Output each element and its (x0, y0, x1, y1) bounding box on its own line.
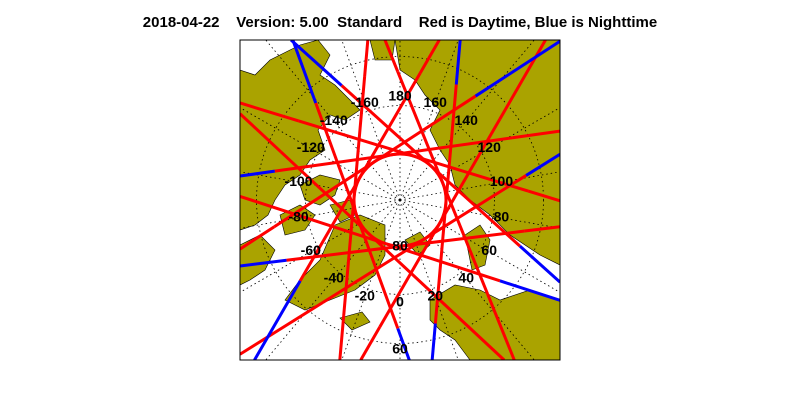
track-end (525, 152, 560, 177)
meridian-line (399, 107, 560, 201)
meridian-line (341, 199, 401, 360)
russia (394, 40, 560, 266)
longitude-label: -80 (288, 209, 308, 225)
meridian-line (399, 199, 560, 229)
meridian-line (399, 199, 459, 360)
graticule-labels: 0 20 40 60 80 100 120 140 160 180 -160-140 -120 -100… (285, 88, 514, 357)
longitude-label: 40 (458, 270, 474, 286)
plot-title: 2018-04-22 Version: 5.00 Standard Red is… (0, 14, 800, 31)
mode-label: Standard (337, 14, 403, 31)
longitude-label: 140 (455, 112, 479, 128)
meridian-line (399, 199, 560, 293)
track-end (240, 101, 300, 123)
meridian-line (240, 107, 401, 201)
longitude-label: -40 (324, 270, 344, 286)
meridian-line (265, 40, 401, 201)
longitude-label: 0 (396, 294, 404, 310)
track-end (363, 40, 370, 77)
date-label: 2018-04-22 (142, 14, 220, 31)
map-frame (239, 39, 561, 361)
track-end (253, 280, 302, 360)
latitude-label: 80 (392, 238, 408, 254)
longitude-label: 160 (424, 94, 448, 110)
track-end (240, 169, 275, 178)
track-end (524, 225, 560, 233)
latitude-label: 60 (392, 341, 408, 357)
track-end (240, 301, 324, 356)
meridian-line (399, 199, 535, 360)
track-end (290, 40, 343, 87)
meridian-line (265, 199, 401, 360)
track-end (499, 279, 560, 302)
version-label: Version: 5.00 (236, 14, 329, 31)
track-end (498, 40, 547, 120)
track-end (512, 129, 560, 140)
longitude-label: -160 (351, 94, 379, 110)
latitude-circle (256, 56, 544, 344)
meridian-line (341, 40, 401, 201)
track-end (240, 112, 282, 153)
longitude-label: 120 (478, 139, 502, 155)
longitude-label: -100 (285, 173, 313, 189)
track-end (240, 225, 276, 251)
longitude-label: 60 (481, 242, 497, 258)
scandinavia (429, 284, 560, 360)
meridian-line (399, 40, 459, 201)
iceland (339, 311, 371, 331)
satellite-tracks (240, 40, 560, 360)
latitude-circle (305, 105, 495, 295)
longitude-label: -60 (301, 242, 321, 258)
track-end (396, 327, 411, 360)
meridian-line (240, 171, 401, 201)
longitude-label: 20 (427, 287, 443, 303)
longitude-label: 100 (490, 173, 514, 189)
meridian-line (399, 40, 535, 201)
track-end (338, 315, 346, 360)
track-end (240, 194, 273, 209)
legend-text: Red is Daytime, Blue is Nighttime (418, 14, 658, 31)
longitude-label: -120 (297, 139, 325, 155)
track-end (418, 40, 441, 74)
track-end (291, 40, 318, 104)
track-end (527, 189, 560, 203)
track-end (359, 326, 382, 360)
track-end (486, 293, 516, 360)
daytime-track-circle (352, 152, 448, 248)
longitude-label: 180 (388, 88, 412, 104)
track-end (240, 258, 287, 268)
track-end (455, 314, 506, 360)
meridian-line (240, 199, 401, 229)
track-end (383, 40, 400, 73)
meridian-line (399, 171, 560, 201)
track-end (474, 40, 560, 98)
longitude-label: -20 (355, 287, 375, 303)
longitude-label: -140 (320, 112, 348, 128)
track-end (518, 244, 560, 284)
track-end (430, 323, 437, 360)
meridian-line (240, 199, 401, 293)
track-end (454, 40, 462, 85)
longitude-label: 80 (494, 209, 510, 225)
